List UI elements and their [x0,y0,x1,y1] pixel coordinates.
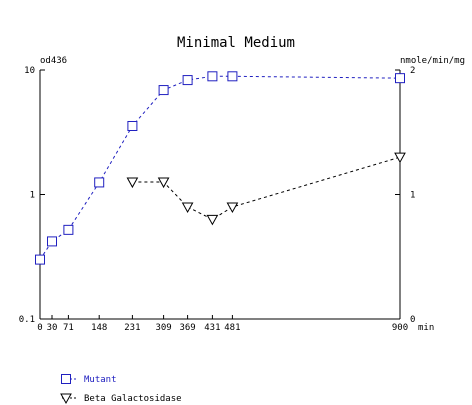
x-tick-label: 231 [124,323,140,333]
x-tick-label: 30 [47,323,58,333]
x-tick-label: 431 [204,323,220,333]
x-tick-label: 900 [392,323,408,333]
x-unit-label: min [418,323,434,333]
data-point-triangle [206,214,219,226]
left-axis-ticks: 10 1 0.1 [19,66,45,325]
right-tick-label: 2 [410,66,415,76]
data-point-square [182,75,193,86]
data-point-triangle [226,202,239,213]
right-tick-label: 1 [410,191,415,201]
left-tick-label: 0.1 [19,315,35,325]
data-point-triangle [181,202,194,213]
right-axis-ticks: 2 1 0 [395,66,415,325]
x-tick-label: 369 [179,323,195,333]
data-point-square [227,71,238,82]
x-tick-label: 148 [91,323,107,333]
data-point-triangle [60,393,72,405]
data-point-square [94,177,105,188]
data-point-square [47,236,57,247]
chart-title: Minimal Medium [177,35,295,51]
series-layer [35,71,406,265]
left-tick-label: 1 [30,191,35,201]
left-axis-label: od436 [40,56,67,66]
series-line [39,75,401,260]
data-point-triangle [126,177,139,189]
data-point-square [158,85,169,96]
data-point-square [63,224,74,235]
data-point-triangle [157,177,170,189]
series-line [132,156,401,220]
data-point-square [35,254,45,265]
right-axis-label: nmole/min/mg [400,56,465,66]
x-tick-label: 309 [155,323,171,333]
x-axis-ticks: 0 30 71 148 231 309 369 431 481 900 [37,315,408,333]
left-tick-label: 10 [24,66,35,76]
legend-label: Mutant [84,375,117,385]
x-tick-label: 71 [63,323,74,333]
data-point-square [61,374,71,384]
legend-label: Beta Galactosidase [84,394,182,404]
data-point-square [207,71,218,82]
data-point-square [395,73,405,84]
data-point-triangle [394,152,406,164]
legend: Mutant Beta Galactosidase [60,374,182,405]
data-point-square [127,120,138,131]
right-tick-label: 0 [410,315,415,325]
x-tick-label: 0 [37,323,42,333]
x-tick-label: 481 [224,323,240,333]
